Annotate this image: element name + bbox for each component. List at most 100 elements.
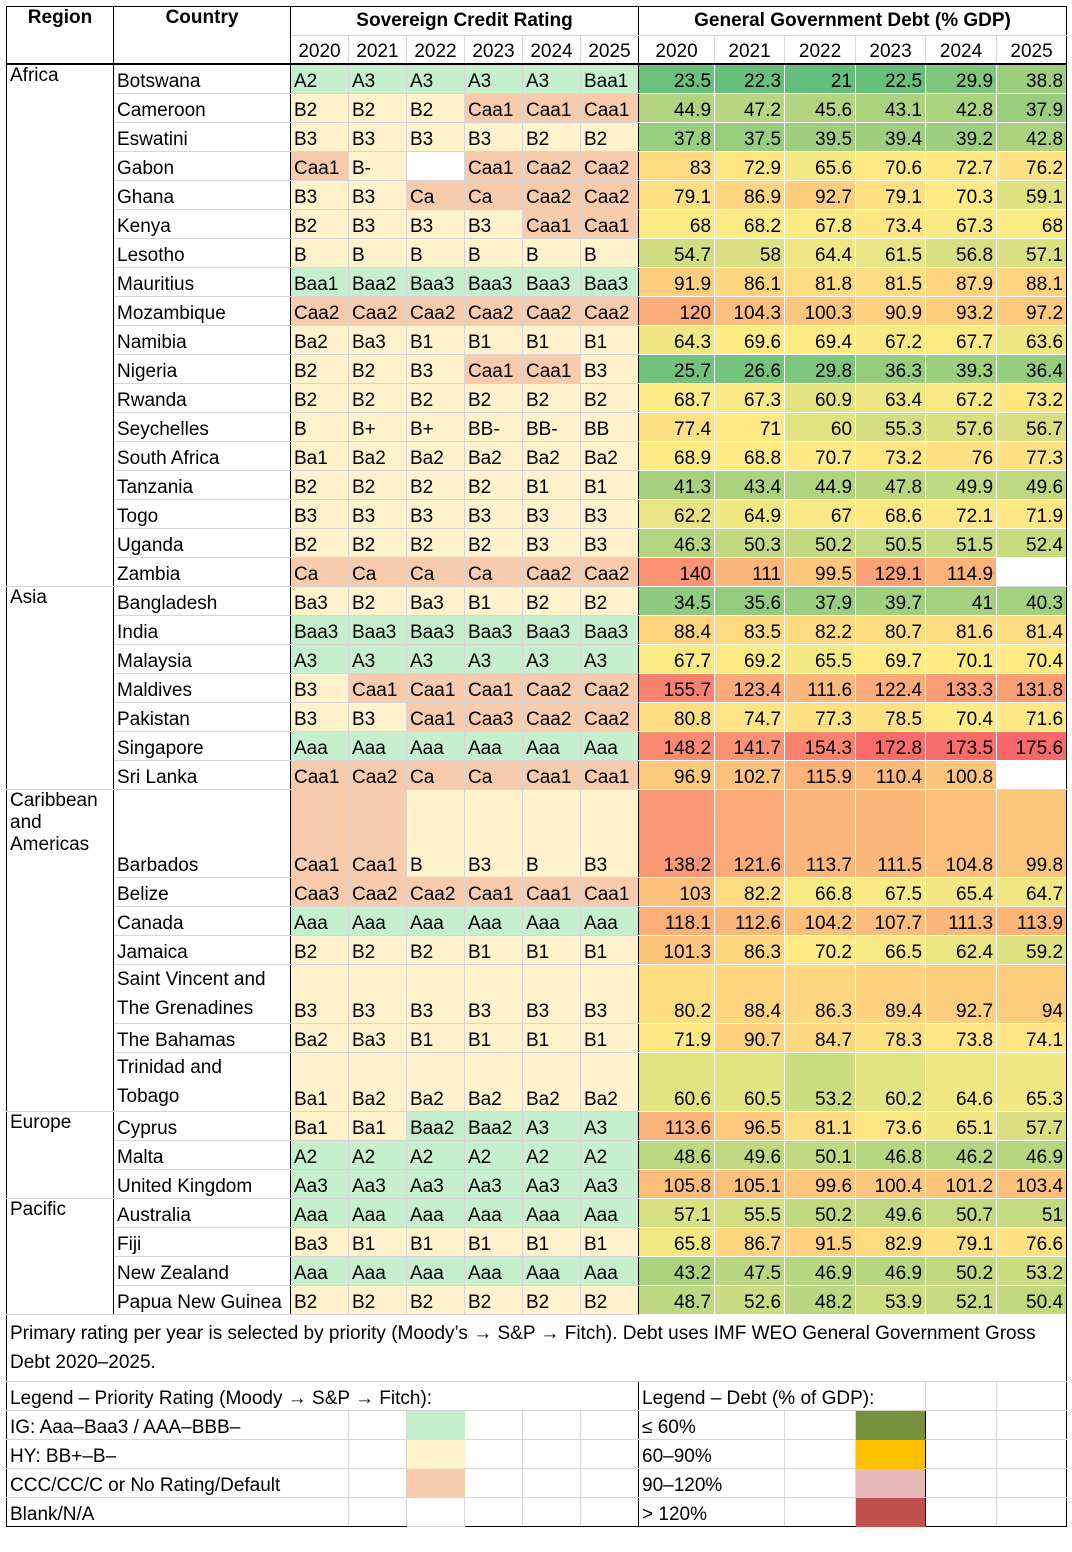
- debt-cell: 91.5: [784, 1227, 856, 1257]
- legend-empty-cell: [464, 1468, 523, 1498]
- rating-year-header: 2021: [348, 35, 407, 65]
- country-name: Gabon: [113, 151, 291, 181]
- legend-empty-cell: [996, 1381, 1068, 1411]
- rating-cell: A3: [348, 63, 407, 94]
- debt-cell: 51: [996, 1198, 1068, 1228]
- country-cell: Saint Vincent and The Grenadines: [113, 964, 291, 1024]
- rating-cell: Ca: [464, 760, 523, 790]
- table-row: Eswatini B3 B3 B3 B3 B2 B2 37.8 37.5 39.5 39.4 39.2…: [7, 122, 1068, 152]
- debt-cell: 21: [784, 64, 856, 94]
- rating-cell: Aaa: [522, 731, 581, 761]
- debt-cell: 68.9: [638, 441, 715, 471]
- rating-cell: Caa1: [522, 209, 581, 239]
- debt-cell: 29.8: [784, 354, 856, 384]
- debt-cell: 173.5: [925, 731, 997, 761]
- legend-empty-cell: [925, 1468, 998, 1498]
- debt-cell: 71: [714, 412, 785, 442]
- rating-cell: Aaa: [464, 1256, 523, 1286]
- debt-year-header: 2024: [925, 35, 998, 65]
- legend-empty-cell: [348, 1497, 407, 1527]
- rating-cell: Ba3: [290, 1227, 349, 1257]
- rating-cell: Caa2: [464, 296, 523, 326]
- rating-cell: A2: [464, 1140, 523, 1170]
- rating-cell: B: [464, 238, 523, 268]
- debt-cell: 73.8: [925, 1023, 997, 1053]
- debt-cell: 86.7: [714, 1227, 785, 1257]
- debt-cell: 70.6: [855, 151, 926, 181]
- debt-cell: 67.3: [925, 209, 997, 239]
- rating-cell: Aaa: [522, 1198, 581, 1228]
- rating-cell: B2: [522, 383, 581, 413]
- rating-cell: Aaa: [579, 1198, 640, 1228]
- country-name: Maldives: [113, 673, 291, 703]
- debt-cell: 121.6: [714, 789, 785, 878]
- legend-empty-cell: [925, 1439, 998, 1469]
- debt-cell: 46.2: [925, 1140, 997, 1170]
- rating-cell: B2: [348, 383, 407, 413]
- debt-cell: 67.3: [714, 383, 785, 413]
- debt-cell: 42.8: [996, 122, 1068, 152]
- rating-cell: Ca: [406, 760, 465, 790]
- rating-cell: Caa2: [579, 296, 640, 326]
- rating-cell: Ba1: [290, 1052, 349, 1112]
- debt-cell: 50.4: [996, 1285, 1068, 1315]
- debt-cell: 39.5: [784, 122, 856, 152]
- debt-cell: 68.2: [714, 209, 785, 239]
- debt-cell: 25.7: [638, 354, 715, 384]
- rating-cell: Baa1: [290, 267, 349, 297]
- rating-cell: A3: [522, 644, 581, 674]
- debt-cell: 50.2: [925, 1256, 997, 1286]
- debt-cell: 38.8: [996, 64, 1068, 94]
- country-name: Malaysia: [113, 644, 291, 674]
- debt-cell: 64.9: [714, 499, 785, 529]
- debt-cell: 26.6: [714, 354, 785, 384]
- debt-cell: 67.2: [855, 325, 926, 355]
- debt-cell: 47.8: [855, 470, 926, 500]
- rating-cell: Aaa: [290, 1198, 349, 1228]
- rating-cell: B3: [290, 673, 349, 703]
- debt-cell: 69.2: [714, 644, 785, 674]
- debt-cell: 60: [784, 412, 856, 442]
- rating-cell: Baa3: [522, 615, 581, 645]
- legend-empty-cell: [996, 1439, 1068, 1469]
- rating-year-header: 2024: [522, 35, 581, 65]
- debt-legend-title: Legend – Debt (% of GDP):: [638, 1381, 927, 1411]
- debt-cell: 64.7: [996, 877, 1068, 907]
- region-label: Caribbean and Americas: [6, 789, 114, 1112]
- rating-cell: Caa1: [579, 209, 640, 239]
- header-region: Region: [6, 6, 114, 65]
- table-row: Kenya B2 B3 B3 B3 Caa1 Caa1 68 68.2 67.8 73.4 67.3 6…: [7, 209, 1068, 239]
- debt-cell: 55.5: [714, 1198, 785, 1228]
- rating-legend-label: HY: BB+–B–: [6, 1439, 349, 1469]
- debt-cell: 72.1: [925, 499, 997, 529]
- legend-empty-cell: [996, 1497, 1068, 1527]
- debt-cell: 65.1: [925, 1111, 997, 1141]
- rating-cell: A2: [522, 1140, 581, 1170]
- table-row: Africa Botswana A2 A3 A3 A3 A3 Baa1 23.5 22.3 21 22…: [6, 63, 1068, 587]
- rating-cell: BB: [579, 412, 640, 442]
- debt-cell: 47.2: [714, 93, 785, 123]
- country-name: Mauritius: [113, 267, 291, 297]
- debt-cell: 79.1: [855, 180, 926, 210]
- debt-cell: 100.8: [925, 760, 997, 790]
- debt-cell: 91.9: [638, 267, 715, 297]
- debt-cell: 56.8: [925, 238, 997, 268]
- rating-cell: B2: [522, 122, 581, 152]
- rating-cell: Aa3: [522, 1169, 581, 1199]
- legend-empty-cell: [784, 1439, 857, 1469]
- debt-cell: 80.7: [855, 615, 926, 645]
- legend-empty-cell: [348, 1410, 407, 1440]
- debt-legend-swatch: [855, 1497, 927, 1527]
- rating-cell: B: [406, 238, 465, 268]
- rating-cell: Caa1: [579, 877, 640, 907]
- rating-cell: B2: [290, 935, 349, 965]
- legend-empty-cell: [784, 1497, 857, 1527]
- rating-cell: B2: [406, 93, 465, 123]
- rating-cell: B: [290, 412, 349, 442]
- debt-cell: 65.6: [784, 151, 856, 181]
- debt-cell: 42.8: [925, 93, 997, 123]
- rating-cell: B3: [464, 789, 523, 878]
- debt-cell: 34.5: [638, 586, 715, 616]
- rating-cell: Aaa: [464, 731, 523, 761]
- debt-cell: 81.5: [855, 267, 926, 297]
